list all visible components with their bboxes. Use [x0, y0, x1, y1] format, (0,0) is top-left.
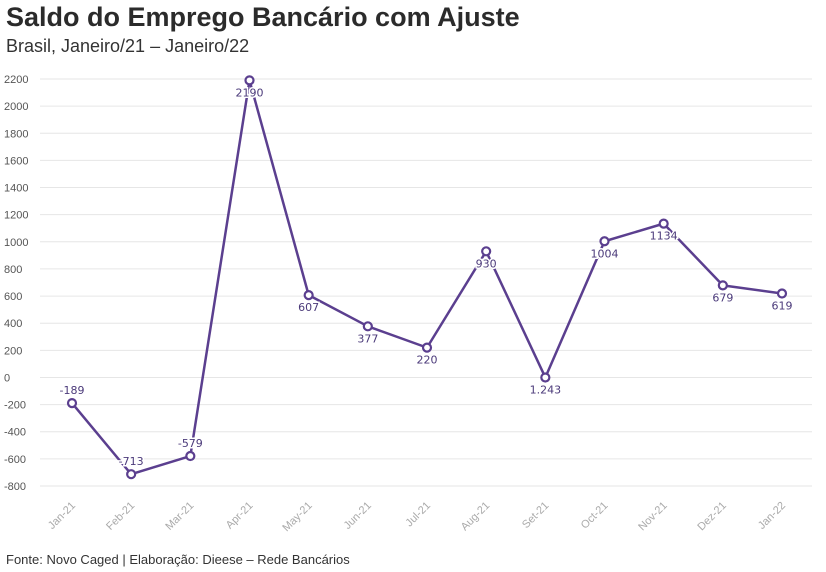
y-tick-label: 1600	[4, 155, 28, 167]
data-label: 930	[476, 257, 497, 270]
y-tick-label: 400	[4, 318, 22, 330]
y-tick-label: 0	[4, 372, 10, 384]
series-line	[71, 79, 783, 476]
data-point	[244, 75, 255, 86]
x-tick-label: Nov-21	[636, 500, 670, 534]
data-label: 220	[417, 354, 438, 367]
x-tick-label: Apr-21	[224, 500, 256, 532]
data-label: -189	[60, 384, 85, 397]
data-point	[185, 450, 196, 462]
y-axis: 2200200018001600140012001000800600400200…	[4, 74, 28, 493]
grid-lines	[40, 78, 812, 487]
data-point	[303, 290, 314, 301]
data-point	[481, 246, 492, 257]
data-label: 1.243	[530, 383, 562, 396]
data-point	[599, 236, 610, 247]
data-point	[66, 398, 78, 409]
data-label: 679	[712, 291, 733, 304]
data-label: 377	[357, 332, 378, 345]
data-point	[658, 218, 669, 229]
x-axis: Jan-21 Feb-21 Mar-21 Apr-21 May-21 Jun-21 Jul-…	[46, 500, 788, 534]
data-points	[66, 75, 788, 480]
x-tick-label: Set-21	[520, 500, 551, 531]
x-tick-label: Aug-21	[459, 500, 493, 534]
y-tick-label: -800	[4, 481, 26, 493]
data-label: 607	[298, 301, 319, 314]
data-point	[362, 321, 373, 332]
data-point	[540, 372, 551, 383]
x-tick-label: May-21	[280, 500, 314, 534]
data-label: 619	[772, 299, 793, 312]
y-tick-label: 1000	[4, 237, 28, 249]
data-point	[776, 288, 788, 299]
x-tick-label: Dez-21	[695, 500, 729, 534]
x-tick-label: Jan-22	[756, 500, 788, 532]
data-label: 2190	[236, 86, 264, 99]
y-tick-label: 1800	[4, 128, 28, 140]
chart-title: Saldo do Emprego Bancário com Ajuste	[6, 2, 520, 32]
y-tick-label: -200	[4, 400, 26, 412]
source-note: Fonte: Novo Caged | Elaboração: Dieese –…	[6, 552, 350, 567]
x-tick-label: Jan-21	[46, 500, 78, 532]
chart-subtitle: Brasil, Janeiro/21 – Janeiro/22	[6, 36, 250, 56]
data-point	[126, 469, 137, 480]
data-labels: -189 -713 -579 2190 607 377 220 930 1.243 1004 113…	[58, 85, 794, 470]
y-tick-label: 1200	[4, 210, 28, 222]
data-label: -579	[178, 437, 203, 450]
y-tick-label: 600	[4, 291, 22, 303]
data-label: 1004	[591, 247, 619, 260]
y-tick-label: 800	[4, 264, 22, 276]
y-tick-label: 2200	[4, 74, 28, 86]
data-label: -713	[119, 455, 144, 468]
x-tick-label: Jul-21	[403, 500, 433, 530]
y-tick-label: 1400	[4, 183, 28, 195]
data-label: 1134	[650, 230, 678, 243]
data-point	[421, 342, 433, 353]
x-tick-label: Mar-21	[163, 500, 196, 533]
series-line-path	[71, 79, 783, 476]
x-tick-label: Feb-21	[104, 500, 137, 533]
data-point	[717, 280, 728, 291]
y-tick-label: -600	[4, 454, 26, 466]
x-tick-label: Jun-21	[342, 500, 374, 532]
y-tick-label: 200	[4, 345, 22, 357]
y-tick-label: -400	[4, 427, 26, 439]
x-tick-label: Oct-21	[579, 500, 611, 532]
y-tick-label: 2000	[4, 101, 28, 113]
